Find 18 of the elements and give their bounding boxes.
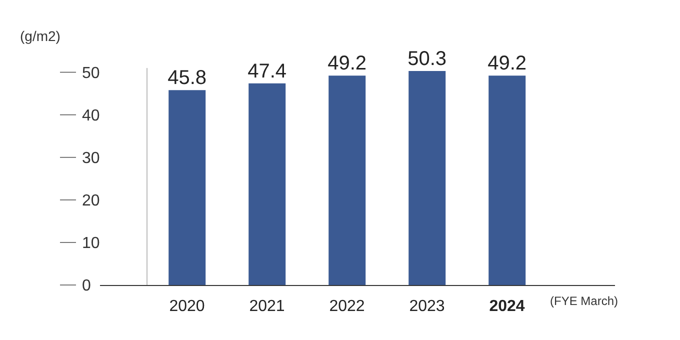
y-tick-label: 30 — [82, 150, 100, 167]
y-tick-label: 10 — [82, 235, 100, 252]
x-axis-title: (FYE March) — [550, 294, 618, 308]
data-label: 49.2 — [488, 52, 527, 75]
data-label: 47.4 — [248, 60, 287, 82]
y-tick-label: 40 — [82, 107, 100, 124]
data-label: 45.8 — [168, 67, 207, 90]
y-tick-label: 50 — [82, 64, 100, 82]
y-tick-label: 0 — [82, 278, 91, 295]
x-tick-label: 2023 — [409, 298, 445, 315]
x-tick-label: 2024 — [489, 298, 525, 315]
data-label: 50.3 — [408, 48, 447, 70]
x-tick-label: 2021 — [249, 298, 285, 315]
x-tick-label: 2022 — [329, 298, 365, 315]
y-axis-title: (g/m2) — [20, 28, 60, 44]
x-tick-label: 2020 — [169, 298, 205, 315]
data-label: 49.2 — [328, 52, 367, 75]
y-tick-label: 20 — [82, 192, 100, 210]
